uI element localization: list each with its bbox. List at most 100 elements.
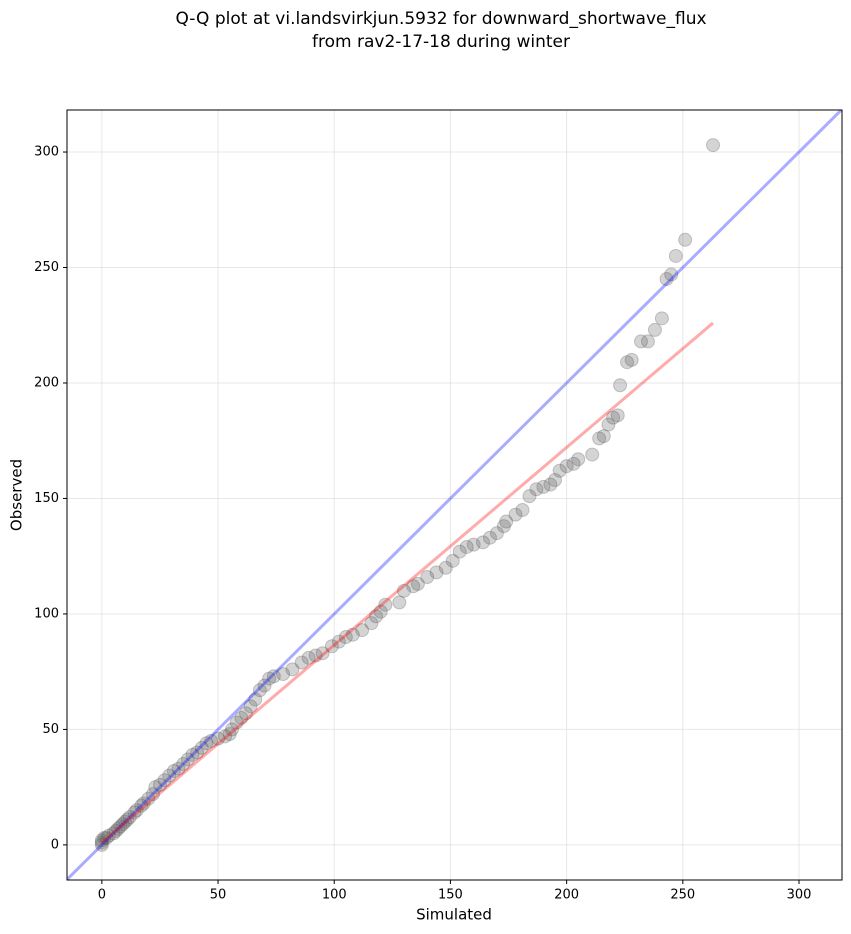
point <box>429 565 444 580</box>
y-tick-label: 300 <box>34 145 59 160</box>
point <box>324 639 339 654</box>
point <box>301 650 316 665</box>
x-tick-label: 200 <box>554 888 579 903</box>
point <box>115 817 130 832</box>
point <box>262 671 277 686</box>
point <box>331 634 346 649</box>
point <box>706 138 721 153</box>
point <box>452 544 467 559</box>
x-tick-label: 100 <box>322 888 347 903</box>
point <box>199 736 214 751</box>
point <box>108 824 123 839</box>
y-tick-label: 250 <box>34 260 59 275</box>
point <box>654 311 669 326</box>
chart-title: Q-Q plot at vi.landsvirkjun.5932 for dow… <box>175 9 706 29</box>
reference-line <box>67 110 842 880</box>
point <box>94 833 109 848</box>
point <box>664 267 679 282</box>
point <box>204 733 219 748</box>
point <box>120 812 135 827</box>
point <box>99 830 114 845</box>
point <box>345 627 360 642</box>
point <box>148 780 163 795</box>
point <box>243 699 258 714</box>
point <box>122 810 137 825</box>
point <box>145 787 160 802</box>
point <box>129 803 144 818</box>
point <box>194 740 209 755</box>
y-axis-label: Observed <box>8 459 26 531</box>
point <box>355 623 370 638</box>
point <box>601 417 616 432</box>
point <box>190 745 205 760</box>
point <box>606 410 621 425</box>
point <box>392 595 407 610</box>
point <box>496 519 511 534</box>
point <box>257 678 272 693</box>
point <box>610 408 625 423</box>
point <box>315 646 330 661</box>
point <box>152 777 167 792</box>
point <box>624 352 639 367</box>
x-axis-label: Simulated <box>416 906 492 924</box>
point <box>106 826 121 841</box>
y-tick-label: 200 <box>34 375 59 390</box>
point <box>94 835 109 850</box>
point <box>406 579 421 594</box>
x-tick-label: 300 <box>787 888 812 903</box>
point <box>482 530 497 545</box>
point <box>596 429 611 444</box>
point <box>211 731 226 746</box>
point <box>364 616 379 631</box>
plot-frame <box>66 109 843 881</box>
point <box>508 507 523 522</box>
point <box>445 553 460 568</box>
point <box>620 355 635 370</box>
point <box>162 768 177 783</box>
point <box>489 526 504 541</box>
point <box>396 583 411 598</box>
point <box>157 773 172 788</box>
x-tick-label: 0 <box>98 888 106 903</box>
point <box>410 576 425 591</box>
point <box>238 706 253 721</box>
point <box>559 459 574 474</box>
point <box>571 452 586 467</box>
x-tick-label: 250 <box>670 888 695 903</box>
point <box>248 692 263 707</box>
point <box>234 710 249 725</box>
x-tick-label: 50 <box>210 888 227 903</box>
point <box>529 482 544 497</box>
point <box>536 479 551 494</box>
y-tick-label: 100 <box>34 606 59 621</box>
point <box>224 722 239 737</box>
point <box>585 447 600 462</box>
point <box>373 604 388 619</box>
point <box>134 798 149 813</box>
point <box>180 752 195 767</box>
point <box>522 489 537 504</box>
point <box>647 322 662 337</box>
point <box>338 630 353 645</box>
point <box>543 477 558 492</box>
point <box>294 655 309 670</box>
point <box>252 683 267 698</box>
point <box>101 828 116 843</box>
point <box>548 472 563 487</box>
point <box>659 272 674 287</box>
point <box>613 378 628 393</box>
point <box>552 463 567 478</box>
point <box>94 837 109 852</box>
point <box>136 796 151 811</box>
point <box>218 729 233 744</box>
point <box>592 431 607 446</box>
point <box>176 757 191 772</box>
point <box>640 334 655 349</box>
point <box>229 715 244 730</box>
point <box>438 560 453 575</box>
point <box>97 830 112 845</box>
point <box>166 763 181 778</box>
point <box>171 761 186 776</box>
